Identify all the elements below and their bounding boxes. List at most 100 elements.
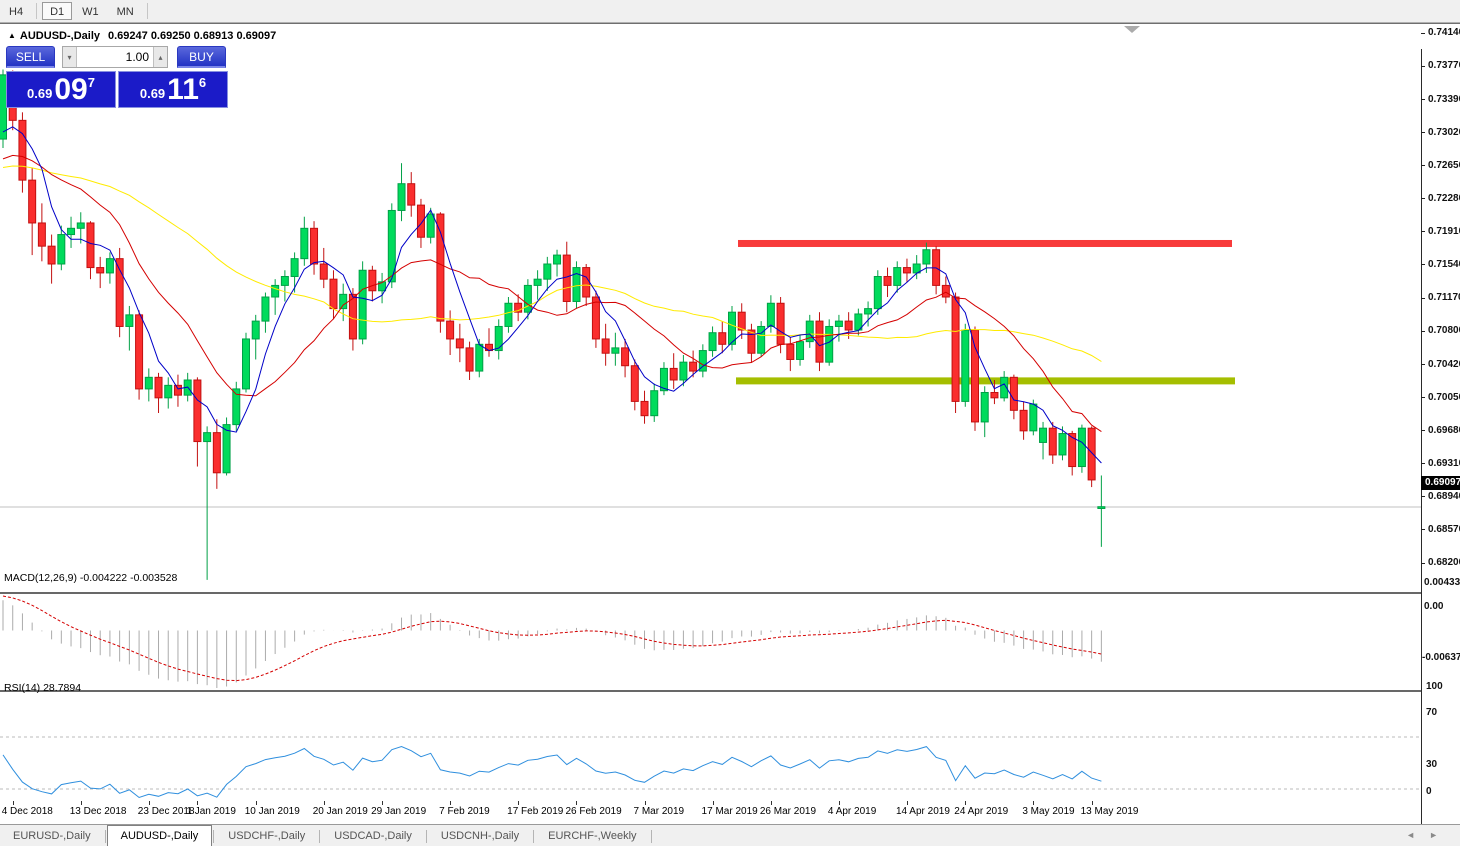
volume-decrease-button[interactable]: ▾ <box>63 47 77 67</box>
candle <box>173 374 182 407</box>
candle <box>932 246 941 295</box>
candle <box>689 350 698 378</box>
candle <box>251 314 260 360</box>
candle <box>193 377 202 467</box>
macd-indicator-label: MACD(12,26,9) -0.004222 -0.003528 <box>4 572 178 584</box>
chevron-up-icon: ▴ <box>158 52 163 62</box>
candle <box>621 338 630 378</box>
candle <box>1009 374 1018 420</box>
candle <box>553 249 562 277</box>
candle <box>387 203 396 289</box>
candle <box>611 332 620 366</box>
candle <box>446 310 455 356</box>
macd-pane[interactable] <box>0 594 1421 690</box>
tab-eurchfweekly[interactable]: EURCHF-,Weekly <box>548 830 637 842</box>
candle <box>640 390 649 424</box>
candle <box>436 212 445 333</box>
candle <box>426 207 435 244</box>
toolbar-separator <box>146 3 148 19</box>
timeframe-button-w1[interactable]: W1 <box>74 2 107 20</box>
tab-separator <box>104 830 106 843</box>
tabs-scroll-left-icon[interactable]: ◄ <box>1406 830 1430 840</box>
candle <box>280 270 289 302</box>
chart-tabs-bar: EURUSD-,Daily AUDUSD-,Daily USDCHF-,Daily U… <box>0 824 1460 846</box>
trade-controls-row: SELL ▾ ▴ BUY <box>6 46 228 68</box>
timeframe-button-d1[interactable]: D1 <box>42 2 73 20</box>
candle <box>659 362 668 396</box>
buy-button[interactable]: BUY <box>177 46 226 68</box>
chart-title: ▲ AUDUSD-,Daily 0.69247 0.69250 0.68913 0.… <box>8 30 276 42</box>
candle <box>212 419 221 489</box>
tab-usdcaddaily[interactable]: USDCAD-,Daily <box>334 830 412 842</box>
one-click-trading-panel: SELL ▾ ▴ BUY 0.69 09 7 0.69 11 6 <box>6 46 228 108</box>
candle <box>242 332 250 393</box>
candle <box>368 265 377 302</box>
candle <box>786 337 795 372</box>
candle <box>757 321 766 357</box>
candle <box>1019 401 1028 440</box>
candle <box>105 252 114 284</box>
scroll-position-marker-icon[interactable] <box>1124 26 1140 33</box>
candle <box>708 326 717 357</box>
volume-increase-button[interactable]: ▴ <box>153 47 167 67</box>
sell-price-main: 09 <box>54 73 88 106</box>
collapse-arrow-icon[interactable]: ▲ <box>8 31 16 40</box>
candle <box>766 295 775 333</box>
tab-audusddaily[interactable]: AUDUSD-,Daily <box>106 825 213 846</box>
rsi-pane[interactable] <box>0 692 1421 824</box>
tab-separator <box>533 830 535 843</box>
buy-price-display[interactable]: 0.69 11 6 <box>118 71 228 108</box>
sell-price-pip: 7 <box>87 75 95 90</box>
candle <box>115 247 124 338</box>
candle <box>669 353 678 389</box>
candle <box>805 314 814 348</box>
candle <box>494 319 503 360</box>
candle <box>135 310 144 400</box>
resistance-line[interactable] <box>738 239 1232 247</box>
candle <box>47 234 56 284</box>
tab-separator <box>213 830 215 843</box>
candle <box>591 290 600 348</box>
chart-symbol-label: AUDUSD-,Daily <box>19 30 100 42</box>
candle <box>1048 421 1057 464</box>
tab-usdchfdaily[interactable]: USDCHF-,Daily <box>228 830 306 842</box>
candle <box>844 312 853 339</box>
sell-price-display[interactable]: 0.69 09 7 <box>6 71 116 108</box>
candle <box>310 221 319 275</box>
candle <box>86 221 95 280</box>
volume-input[interactable] <box>77 47 153 67</box>
sell-button[interactable]: SELL <box>6 46 55 68</box>
tab-separator <box>425 830 427 843</box>
candle <box>203 426 212 580</box>
price-axis <box>1421 49 1460 824</box>
candle <box>1068 430 1077 476</box>
candle <box>1029 399 1038 436</box>
trade-prices-row: 0.69 09 7 0.69 11 6 <box>6 71 228 108</box>
tab-eurusddaily[interactable]: EURUSD-,Daily <box>13 830 91 842</box>
candle <box>319 247 328 289</box>
tabs-scroll-right-icon[interactable]: ► <box>1429 830 1452 840</box>
candle <box>358 261 367 345</box>
pane-separator[interactable] <box>0 690 1421 692</box>
candle <box>941 276 950 304</box>
candle <box>961 323 970 407</box>
tab-usdcnhdaily[interactable]: USDCNH-,Daily <box>440 830 520 842</box>
candle <box>261 292 270 333</box>
candle <box>1097 475 1106 547</box>
timeframe-button-mn[interactable]: MN <box>109 2 142 20</box>
candle <box>397 163 406 222</box>
candle <box>76 212 85 244</box>
candle <box>232 381 241 431</box>
timeframe-button-h4[interactable]: H4 <box>1 2 31 20</box>
rsi-indicator-label: RSI(14) 28.7894 <box>4 682 82 694</box>
candle <box>971 326 979 431</box>
candle <box>883 267 892 298</box>
candle <box>873 270 882 315</box>
candle <box>728 305 736 351</box>
main-chart-pane[interactable] <box>0 49 1421 592</box>
support-line[interactable] <box>736 377 1235 385</box>
macd-signal-line <box>2 595 1102 682</box>
pane-separator[interactable] <box>0 592 1421 594</box>
candle <box>718 321 727 354</box>
candle <box>154 372 163 414</box>
